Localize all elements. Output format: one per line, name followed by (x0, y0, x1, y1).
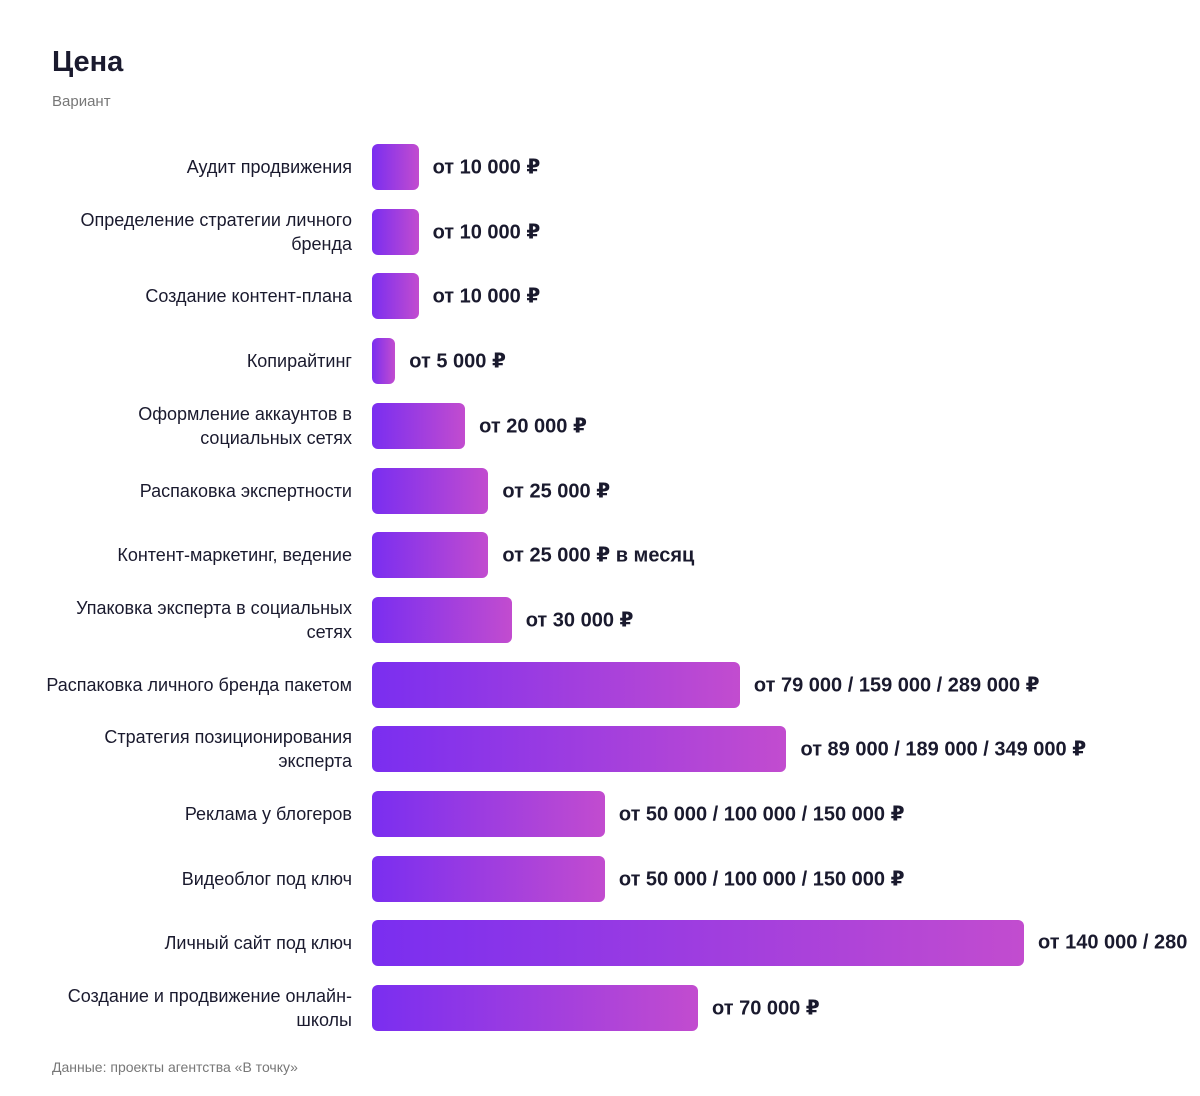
category-label: Создание контент-плана (145, 286, 352, 307)
category-label: Создание и продвижение онлайн-школы (67, 986, 352, 1031)
value-label: от 50 000 / 100 000 / 150 000 ₽ (618, 868, 905, 891)
bar (372, 791, 605, 837)
value-label: от 140 000 / 280 (1038, 931, 1188, 954)
chart-subtitle: Вариант (52, 93, 111, 110)
bar (372, 402, 466, 449)
bar (372, 855, 605, 902)
bar (372, 467, 489, 514)
bar (372, 532, 489, 579)
bar (372, 273, 419, 320)
value-label: от 20 000 ₽ (479, 415, 587, 438)
value-label: от 10 000 ₽ (432, 221, 541, 244)
source-note: Данные: проекты агентства «В точку» (52, 1059, 298, 1075)
category-label: Распаковка экспертности (139, 480, 352, 501)
value-label: от 79 000 / 159 000 / 289 000 ₽ (753, 674, 1040, 697)
value-label: от 50 000 / 100 000 / 150 000 ₽ (618, 803, 905, 826)
value-label: от 10 000 ₽ (432, 156, 541, 179)
category-label: Личный сайт под ключ (164, 933, 352, 954)
bar (372, 208, 419, 255)
category-label: Стратегия позиционирования эксперта (104, 727, 352, 772)
value-label: от 30 000 ₽ (525, 609, 634, 632)
value-label: от 25 000 ₽ в месяц (502, 544, 695, 567)
bar (372, 338, 396, 385)
value-label: от 70 000 ₽ (712, 997, 820, 1020)
category-label: Видеоблог под ключ (181, 868, 352, 889)
value-label: от 5 000 ₽ (409, 350, 506, 373)
bar (372, 661, 740, 708)
category-label: Распаковка личного бренда пакетом (46, 674, 352, 695)
chart-title: Цена (52, 46, 124, 78)
bar (372, 144, 419, 190)
category-label: Определение стратегии личного бренда (80, 209, 352, 254)
category-label: Реклама у блогеров (184, 804, 352, 824)
bar (372, 920, 1024, 967)
category-label: Оформление аккаунтов в социальных сетях (138, 403, 352, 448)
bar (372, 985, 698, 1032)
value-label: от 89 000 / 189 000 / 349 000 ₽ (800, 738, 1087, 761)
category-label: Копирайтинг (246, 351, 352, 372)
value-label: от 25 000 ₽ (502, 480, 611, 502)
category-label: Аудит продвижения (186, 157, 352, 177)
value-label: от 10 000 ₽ (432, 285, 541, 308)
category-label: Контент-маркетинг, ведение (117, 545, 352, 566)
category-label: Упаковка эксперта в социальных сетях (76, 597, 352, 642)
bar (372, 726, 787, 773)
bar (372, 596, 512, 643)
